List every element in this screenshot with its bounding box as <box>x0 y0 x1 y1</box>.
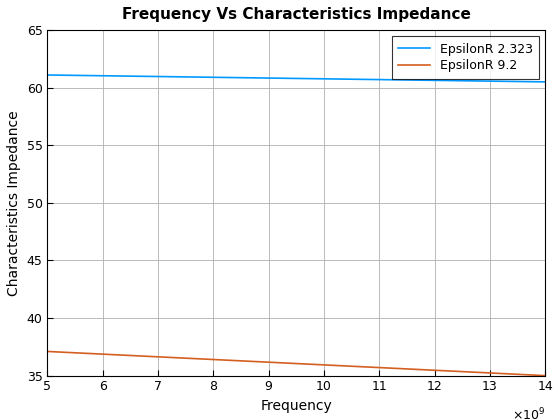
EpsilonR 9.2 <box>44 349 51 354</box>
EpsilonR 2.323 <box>530 79 536 84</box>
EpsilonR 9.2 <box>530 373 536 378</box>
X-axis label: Frequency: Frequency <box>260 399 332 413</box>
EpsilonR 2.323 <box>314 76 320 81</box>
Line: EpsilonR 9.2: EpsilonR 9.2 <box>48 352 545 375</box>
EpsilonR 2.323 <box>542 79 549 84</box>
EpsilonR 9.2 <box>283 360 290 365</box>
Y-axis label: Characteristics Impedance: Characteristics Impedance <box>7 110 21 296</box>
EpsilonR 9.2 <box>340 363 347 368</box>
EpsilonR 9.2 <box>452 369 459 374</box>
EpsilonR 2.323 <box>340 76 347 81</box>
EpsilonR 9.2 <box>281 360 287 365</box>
Title: Frequency Vs Characteristics Impedance: Frequency Vs Characteristics Impedance <box>122 7 471 22</box>
EpsilonR 2.323 <box>283 76 290 81</box>
EpsilonR 9.2 <box>542 373 549 378</box>
Legend: EpsilonR 2.323, EpsilonR 9.2: EpsilonR 2.323, EpsilonR 9.2 <box>392 36 539 79</box>
EpsilonR 2.323 <box>281 76 287 81</box>
EpsilonR 9.2 <box>314 362 320 367</box>
Line: EpsilonR 2.323: EpsilonR 2.323 <box>48 75 545 82</box>
Text: $\times10^9$: $\times10^9$ <box>512 407 545 420</box>
EpsilonR 2.323 <box>452 78 459 83</box>
EpsilonR 2.323 <box>44 73 51 78</box>
